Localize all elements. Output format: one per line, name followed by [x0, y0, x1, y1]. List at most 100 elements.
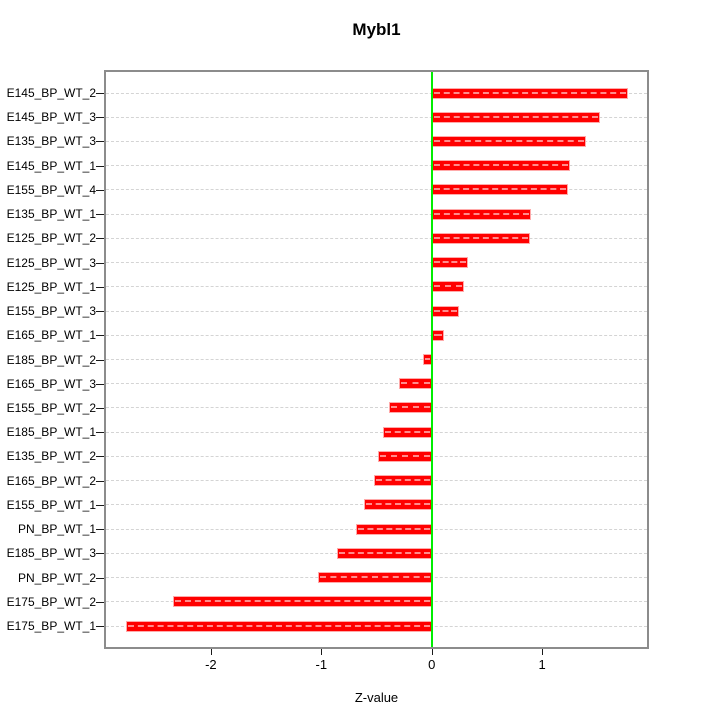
grid-line	[106, 165, 647, 167]
y-axis-tick	[96, 480, 104, 482]
y-axis-tick	[96, 262, 104, 264]
bar	[336, 547, 432, 559]
bar	[431, 111, 600, 123]
bar	[431, 87, 629, 99]
bar	[364, 499, 432, 511]
x-axis-tick	[210, 649, 212, 655]
y-axis-tick	[96, 359, 104, 361]
y-axis-tick	[96, 456, 104, 458]
bar	[431, 257, 469, 269]
plot-inner	[106, 72, 647, 647]
grid-line	[106, 237, 647, 239]
y-axis-tick	[96, 432, 104, 434]
x-axis-tick	[431, 649, 433, 655]
bar-dash-pattern	[319, 576, 430, 579]
y-axis-label: E175_BP_WT_1	[6, 619, 96, 633]
y-axis-label: E185_BP_WT_1	[6, 425, 96, 440]
y-axis-label: PN_BP_WT_2	[17, 570, 96, 585]
y-axis-tick	[96, 504, 104, 506]
y-axis-label: E155_BP_WT_1	[6, 497, 96, 512]
y-axis-tick	[96, 626, 104, 627]
bar	[431, 135, 587, 147]
bar-dash-pattern	[433, 164, 568, 167]
y-axis-label: E175_BP_WT_2	[6, 594, 96, 609]
bar	[431, 184, 568, 196]
x-axis-tick-label: -1	[315, 657, 328, 672]
y-axis-label: E145_BP_WT_3	[6, 110, 96, 125]
y-axis-label: E185_BP_WT_2	[6, 352, 96, 367]
bar	[431, 281, 464, 293]
chart-title: Mybl1	[352, 20, 401, 39]
x-axis-tick-label: 0	[428, 657, 436, 672]
grid-line	[106, 431, 647, 433]
y-axis-tick	[96, 577, 104, 579]
bar	[377, 450, 432, 462]
y-axis-label: E125_BP_WT_3	[6, 255, 96, 270]
y-axis-label: E155_BP_WT_2	[6, 400, 96, 415]
y-axis-label: E145_BP_WT_1	[6, 158, 96, 173]
grid-line	[106, 189, 647, 191]
x-axis-tick-label: -2	[205, 657, 217, 672]
bar-dash-pattern	[433, 212, 530, 215]
bar	[355, 523, 432, 535]
grid-line	[106, 455, 647, 457]
y-axis-label: E125_BP_WT_1	[6, 279, 96, 294]
y-axis-tick	[96, 238, 104, 240]
y-axis-tick	[96, 529, 104, 531]
y-axis-label: E155_BP_WT_4	[6, 182, 96, 197]
grid-line	[106, 262, 647, 264]
bar	[317, 572, 432, 584]
y-axis-label: E135_BP_WT_3	[6, 134, 96, 149]
grid-line	[106, 334, 647, 336]
grid-line	[106, 407, 647, 409]
bar	[398, 378, 432, 390]
bar-dash-pattern	[366, 503, 430, 506]
bar	[431, 160, 570, 172]
x-axis-tick-label: 1	[538, 657, 546, 672]
grid-line	[106, 92, 647, 94]
y-axis-label: PN_BP_WT_1	[17, 522, 96, 537]
bar-dash-pattern	[433, 91, 627, 94]
y-axis-label: E165_BP_WT_1	[6, 328, 96, 343]
x-axis-tick	[542, 649, 544, 655]
y-axis-label: E155_BP_WT_3	[6, 304, 96, 319]
y-axis-tick	[96, 286, 104, 288]
y-axis-tick	[96, 601, 104, 603]
grid-line	[106, 359, 647, 360]
bar-dash-pattern	[424, 358, 430, 360]
bar-dash-pattern	[338, 551, 430, 554]
bar-dash-pattern	[385, 430, 430, 433]
bar-dash-pattern	[433, 139, 585, 142]
bar-dash-pattern	[433, 236, 528, 239]
grid-line	[106, 383, 647, 385]
bar	[431, 305, 460, 317]
y-axis-tick	[96, 93, 104, 94]
y-axis-tick	[96, 407, 104, 409]
bar	[173, 596, 432, 608]
bar-dash-pattern	[357, 527, 430, 530]
y-axis-label: E135_BP_WT_1	[6, 207, 96, 222]
bar-dash-pattern	[433, 115, 598, 118]
y-axis-label: E145_BP_WT_2	[6, 86, 96, 100]
bar	[431, 232, 530, 244]
bar-dash-pattern	[127, 624, 430, 627]
x-axis-tick	[321, 649, 323, 655]
bar-dash-pattern	[433, 309, 458, 312]
bar-dash-pattern	[175, 600, 430, 603]
bar-dash-pattern	[400, 382, 430, 385]
x-axis-title: Z-value	[354, 690, 399, 705]
bar-dash-pattern	[433, 285, 462, 288]
plot-area	[104, 70, 649, 649]
bar-dash-pattern	[379, 454, 430, 457]
bar-dash-pattern	[390, 406, 430, 409]
bar-dash-pattern	[433, 188, 566, 191]
y-axis-tick	[96, 189, 104, 191]
grid-line	[106, 116, 647, 118]
y-axis-tick	[96, 335, 104, 337]
y-axis-label: E135_BP_WT_2	[6, 449, 96, 464]
y-axis-tick	[96, 165, 104, 167]
grid-line	[106, 310, 647, 312]
grid-line	[106, 213, 647, 215]
y-axis-tick	[96, 311, 104, 313]
